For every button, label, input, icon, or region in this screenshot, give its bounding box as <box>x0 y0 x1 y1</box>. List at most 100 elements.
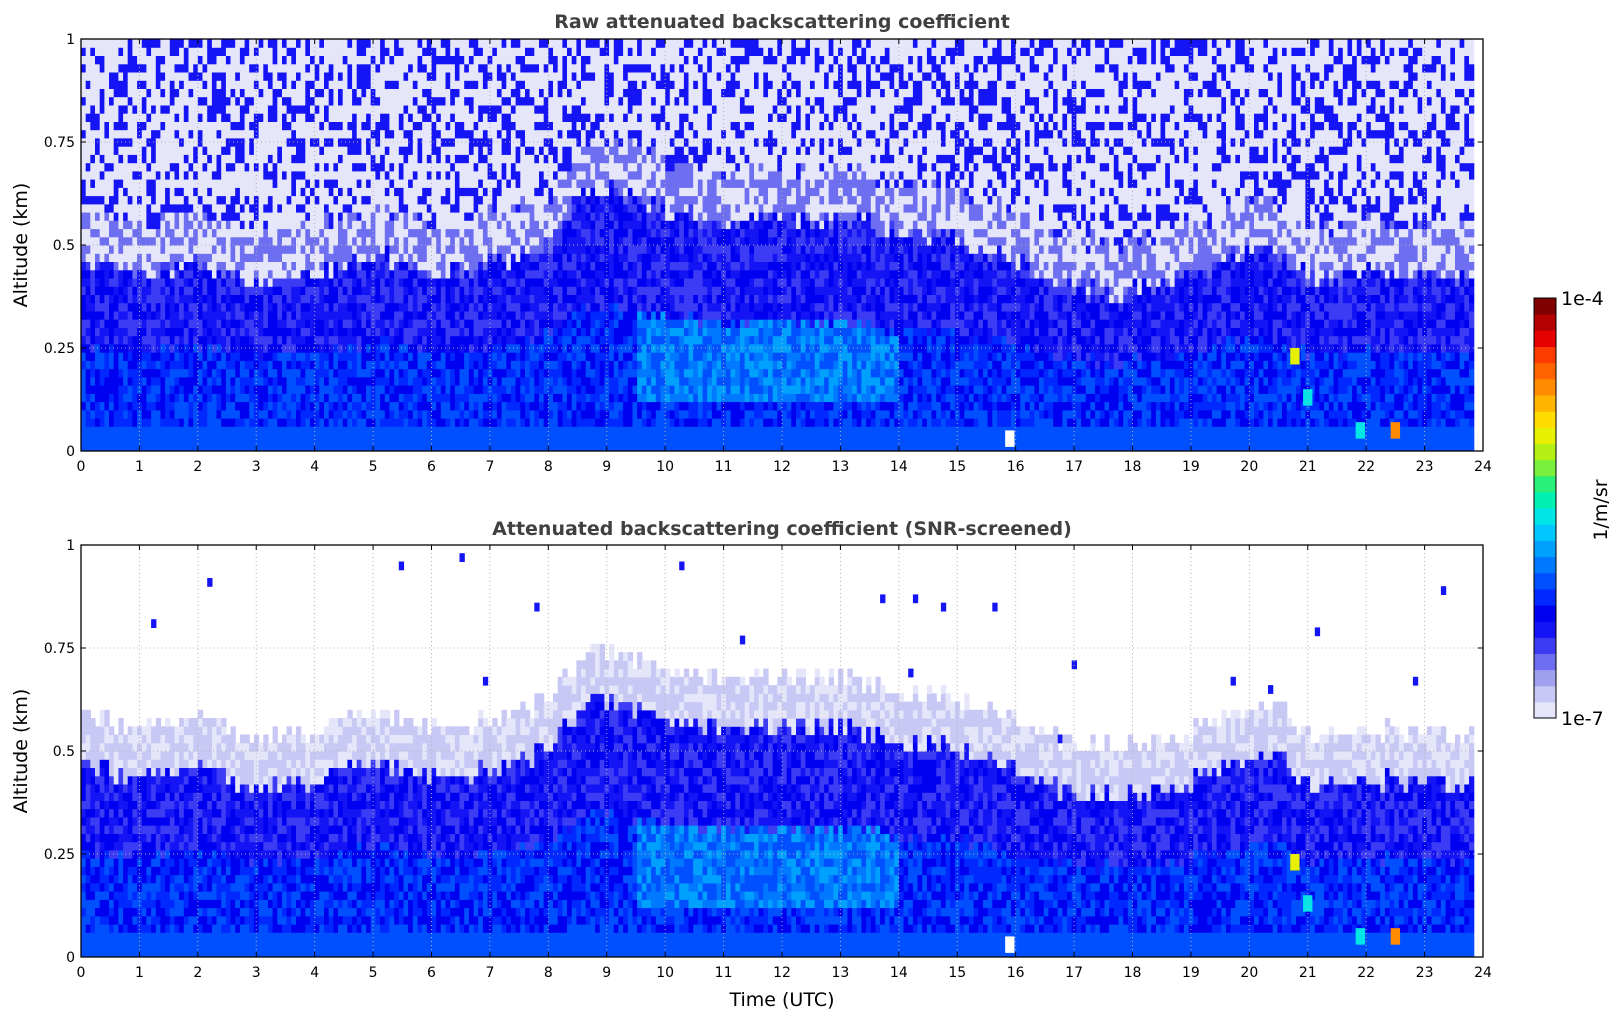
heatmap-cell <box>179 278 185 287</box>
heatmap-cell <box>468 47 475 56</box>
heatmap-cell <box>431 121 437 131</box>
heatmap-cell <box>398 121 405 131</box>
heatmap-cell <box>543 409 549 419</box>
heatmap-cell <box>99 179 105 188</box>
heatmap-cell <box>366 278 372 287</box>
heatmap-cell <box>380 220 386 230</box>
heatmap-cell <box>244 212 250 221</box>
heatmap-cell <box>525 228 531 238</box>
heatmap-cell <box>263 376 269 386</box>
heatmap-cell <box>342 88 348 98</box>
heatmap-cell <box>202 376 208 386</box>
heatmap-cell <box>267 179 274 188</box>
heatmap-cell <box>436 393 442 403</box>
heatmap-cell <box>132 278 138 287</box>
heatmap-cell <box>370 203 376 213</box>
heatmap-cell <box>398 294 405 304</box>
heatmap-cell <box>95 63 101 73</box>
heatmap-cell <box>417 146 423 155</box>
heatmap-cell <box>459 294 465 304</box>
heatmap-cell <box>426 426 433 436</box>
heatmap-cell <box>81 418 87 427</box>
heatmap-cell <box>440 146 447 155</box>
heatmap-cell <box>286 47 292 56</box>
heatmap-cell <box>342 72 348 81</box>
heatmap-cell <box>272 88 278 98</box>
heatmap-cell <box>403 245 409 254</box>
heatmap-cell <box>286 63 292 73</box>
heatmap-cell <box>510 302 517 312</box>
heatmap-cell <box>459 368 465 378</box>
heatmap-cell <box>81 409 87 419</box>
heatmap-cell <box>169 162 176 172</box>
heatmap-cell <box>431 179 437 188</box>
heatmap-cell <box>333 80 339 89</box>
heatmap-cell <box>454 253 461 262</box>
heatmap-cell <box>478 409 484 419</box>
heatmap-cell <box>366 154 372 164</box>
heatmap-cell <box>482 310 489 320</box>
heatmap-cell <box>328 343 334 353</box>
heatmap-cell <box>300 63 306 73</box>
heatmap-cell <box>394 137 400 147</box>
heatmap-cell <box>310 63 316 73</box>
heatmap-cell <box>277 96 283 106</box>
heatmap-cell <box>197 39 204 48</box>
heatmap-cell <box>464 121 470 131</box>
heatmap-cell <box>366 113 372 122</box>
heatmap-cell <box>235 327 241 337</box>
heatmap-cell <box>543 72 549 81</box>
heatmap-cell <box>370 434 376 444</box>
heatmap-cell <box>501 253 507 262</box>
heatmap-cell <box>202 96 208 106</box>
heatmap-cell <box>422 278 428 287</box>
heatmap-cell <box>324 245 330 254</box>
heatmap-cell <box>137 228 143 238</box>
heatmap-cell <box>207 154 213 164</box>
heatmap-cell <box>263 335 269 345</box>
heatmap-cell <box>394 55 400 65</box>
heatmap-cell <box>431 269 437 279</box>
heatmap-cell <box>310 80 316 89</box>
heatmap-cell <box>366 401 372 411</box>
heatmap-cell <box>403 195 409 205</box>
heatmap-cell <box>267 376 274 386</box>
heatmap-cell <box>179 187 185 197</box>
heatmap-cell <box>478 302 484 312</box>
heatmap-cell <box>160 88 166 98</box>
heatmap-cell <box>160 72 166 81</box>
heatmap-cell <box>459 187 465 197</box>
heatmap-cell <box>179 434 185 444</box>
heatmap-cell <box>197 146 204 155</box>
heatmap-cell <box>464 179 470 188</box>
heatmap-cell <box>478 203 484 213</box>
heatmap-cell <box>380 170 386 180</box>
heatmap-cell <box>249 88 255 98</box>
heatmap-cell <box>431 319 437 328</box>
heatmap-cell <box>90 393 96 403</box>
heatmap-cell <box>417 245 423 254</box>
heatmap-cell <box>510 409 517 419</box>
heatmap-cell <box>482 195 489 205</box>
heatmap-cell <box>132 80 138 89</box>
heatmap-cell <box>520 310 526 320</box>
heatmap-cell <box>258 162 264 172</box>
heatmap-cell <box>468 55 475 65</box>
heatmap-cell <box>249 228 255 238</box>
heatmap-cell <box>525 418 531 427</box>
heatmap-cell <box>380 376 386 386</box>
heatmap-cell <box>501 310 507 320</box>
heatmap-cell <box>459 154 465 164</box>
heatmap-cell <box>137 88 143 98</box>
heatmap-cell <box>422 368 428 378</box>
heatmap-cell <box>496 327 503 337</box>
heatmap-cell <box>282 212 288 221</box>
heatmap-cell <box>436 220 442 230</box>
heatmap-cell <box>300 343 306 353</box>
heatmap-cell <box>211 121 218 131</box>
heatmap-cell <box>258 302 264 312</box>
heatmap-cell <box>146 96 152 106</box>
heatmap-cell <box>436 376 442 386</box>
heatmap-cell <box>155 418 162 427</box>
heatmap-cell <box>464 327 470 337</box>
